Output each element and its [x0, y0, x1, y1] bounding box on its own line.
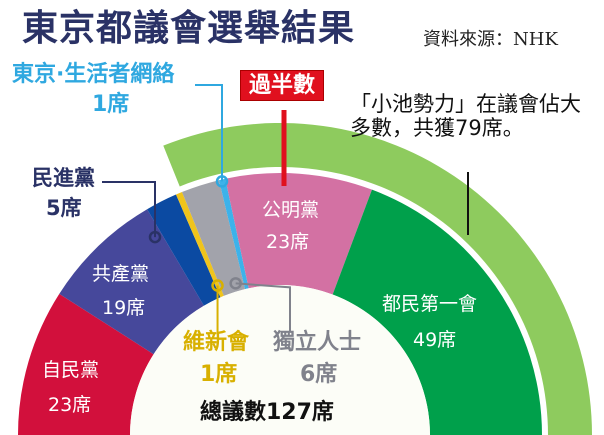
label-independents-seats: 6席: [300, 362, 338, 387]
label-cdp-name: 民進黨: [32, 166, 95, 190]
net-leader-dot: [215, 175, 229, 188]
label-jcp-seats: 19席: [102, 297, 146, 319]
net-leader-line: [195, 84, 223, 182]
label-ldp-name: 自民黨: [42, 359, 100, 381]
ishin-leader-dot: [211, 279, 224, 292]
label-ishin-seats: 1席: [200, 362, 238, 387]
label-jcp-name: 共產黨: [92, 263, 150, 285]
cdp-leader-line: [102, 181, 156, 238]
seat-wedge-4: [181, 180, 246, 296]
seat-wedge-3: [176, 192, 224, 298]
total-seats-label: 總議數127席: [200, 400, 334, 425]
cdp-leader-dot: [148, 230, 162, 244]
seat-wedge-6: [225, 173, 372, 295]
seat-wedge-5: [218, 178, 249, 290]
label-komeito-seats: 23席: [266, 231, 310, 253]
independents-leader-line: [235, 282, 291, 332]
label-komeito-name: 公明黨: [262, 199, 320, 221]
label-cdp-seats: 5席: [46, 196, 82, 220]
label-tomin-name: 都民第一會: [382, 293, 478, 315]
coalition-annotation: 「小池勢力」在議會佔大多數，共獲79席。: [350, 92, 581, 141]
source-note: 資料來源：NHK: [423, 29, 558, 50]
seat-wedge-0: [18, 293, 154, 435]
seat-wedge-7: [332, 189, 542, 435]
chart-title: 東京都議會選舉結果: [22, 8, 356, 49]
coalition-arc: [163, 122, 592, 435]
seat-wedge-2: [147, 194, 221, 306]
seat-wedge-1: [59, 209, 204, 355]
label-net-seats: 1席: [92, 92, 130, 117]
label-net-name: 東京·生活者網絡: [12, 62, 175, 87]
label-independents-name: 獨立人士: [273, 330, 362, 355]
label-ishin-name: 維新會: [183, 330, 250, 355]
label-tomin-seats: 49席: [413, 329, 457, 351]
majority-label: 過半數: [240, 70, 325, 102]
independents-leader-dot: [229, 277, 242, 290]
inner-circle: [130, 285, 430, 435]
label-ldp-seats: 23席: [48, 394, 92, 416]
